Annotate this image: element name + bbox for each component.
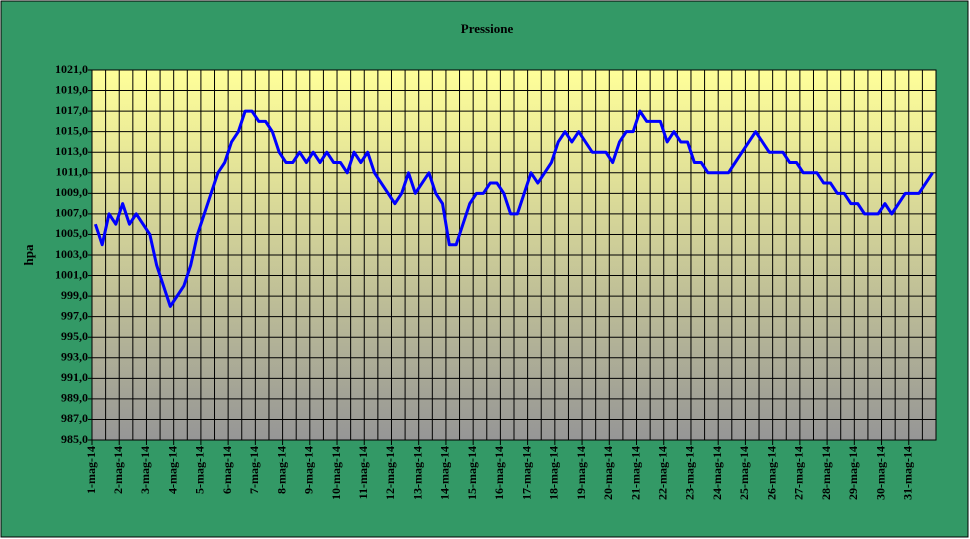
x-tick-label: 28-mag-14 <box>819 446 833 500</box>
x-tick-label: 7-mag-14 <box>247 446 261 494</box>
y-tick-label: 985,0 <box>61 432 88 446</box>
y-tick-label: 1011,0 <box>56 165 88 179</box>
x-tick-label: 22-mag-14 <box>655 446 669 500</box>
y-tick-label: 1001,0 <box>55 267 88 281</box>
x-tick-label: 4-mag-14 <box>165 446 179 494</box>
x-tick-label: 27-mag-14 <box>792 446 806 500</box>
y-tick-label: 993,0 <box>61 350 88 364</box>
x-tick-label: 9-mag-14 <box>302 446 316 494</box>
x-tick-label: 14-mag-14 <box>438 446 452 500</box>
x-tick-label: 15-mag-14 <box>465 446 479 500</box>
plot-border <box>91 69 937 441</box>
x-tick-label: 12-mag-14 <box>383 446 397 500</box>
x-tick-label: 2-mag-14 <box>111 446 125 494</box>
line-series <box>93 109 934 308</box>
y-tick-label: 1013,0 <box>55 144 88 158</box>
x-tick-label: 21-mag-14 <box>628 446 642 500</box>
y-tick-label: 1015,0 <box>55 123 88 137</box>
chart-title: Pressione <box>461 21 514 36</box>
x-tick-label: 13-mag-14 <box>410 446 424 500</box>
x-tick-label: 20-mag-14 <box>601 446 615 500</box>
x-tick-label: 26-mag-14 <box>764 446 778 500</box>
y-axis-label: hpa <box>21 244 36 265</box>
x-tick-label: 31-mag-14 <box>901 446 915 500</box>
y-tick-label: 1003,0 <box>55 247 88 261</box>
x-tick-label: 17-mag-14 <box>519 446 533 500</box>
y-tick-label: 1017,0 <box>55 103 88 117</box>
x-tick-label: 16-mag-14 <box>492 446 506 500</box>
y-tick-label: 1007,0 <box>55 206 88 220</box>
y-tick-label: 997,0 <box>61 308 88 322</box>
y-tick-label: 995,0 <box>61 329 88 343</box>
y-tick-label: 991,0 <box>61 370 88 384</box>
x-tick-label: 29-mag-14 <box>846 446 860 500</box>
y-tick-label: 1005,0 <box>55 226 88 240</box>
x-tick-label: 30-mag-14 <box>873 446 887 500</box>
y-tick-label: 1021,0 <box>55 62 88 76</box>
y-tick-label: 987,0 <box>61 411 88 425</box>
y-tick-label: 1019,0 <box>55 82 88 96</box>
x-tick-label: 25-mag-14 <box>737 446 751 500</box>
y-tick-label: 999,0 <box>61 288 88 302</box>
x-tick-label: 11-mag-14 <box>356 446 370 499</box>
x-tick-label: 19-mag-14 <box>574 446 588 500</box>
x-tick-label: 23-mag-14 <box>683 446 697 500</box>
x-tick-label: 10-mag-14 <box>329 446 343 500</box>
x-tick-label: 5-mag-14 <box>193 446 207 494</box>
x-tick-label: 1-mag-14 <box>84 446 98 494</box>
x-tick-label: 18-mag-14 <box>547 446 561 500</box>
x-tick-label: 6-mag-14 <box>220 446 234 494</box>
x-tick-label: 3-mag-14 <box>138 446 152 494</box>
y-tick-label: 989,0 <box>61 391 88 405</box>
y-tick-label: 1009,0 <box>55 185 88 199</box>
x-tick-label: 24-mag-14 <box>710 446 724 500</box>
x-tick-label: 8-mag-14 <box>274 446 288 494</box>
